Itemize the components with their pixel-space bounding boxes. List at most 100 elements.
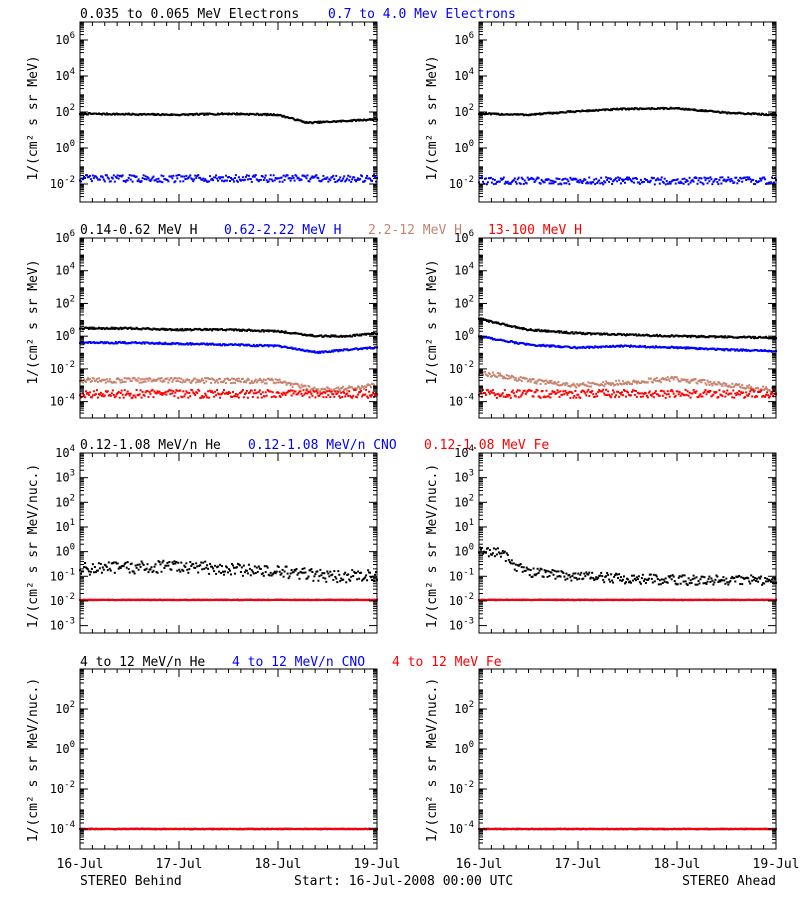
data-point (119, 381, 122, 384)
data-point (178, 174, 181, 176)
data-point (605, 176, 608, 179)
data-point (521, 328, 524, 331)
data-point (119, 392, 122, 394)
data-point (563, 393, 566, 396)
data-point (333, 178, 336, 181)
data-point (106, 569, 109, 572)
data-point (661, 377, 664, 379)
data-point (745, 348, 748, 351)
y-tick-label: 10-4 (449, 393, 474, 409)
data-point (224, 179, 226, 182)
data-point (325, 580, 328, 583)
data-point (201, 568, 204, 571)
data-point (272, 113, 275, 116)
data-point (195, 176, 198, 179)
data-point (231, 377, 233, 380)
data-point (259, 178, 262, 181)
data-point (199, 564, 202, 567)
data-point (185, 562, 188, 565)
data-point (728, 384, 731, 387)
data-point (726, 112, 729, 115)
data-point (257, 565, 260, 568)
data-point (633, 393, 636, 396)
data-point (688, 176, 691, 179)
data-point (322, 396, 325, 399)
data-point (770, 181, 772, 184)
data-point (764, 178, 767, 181)
data-point (492, 183, 495, 186)
data-point (126, 561, 129, 564)
data-point (676, 378, 679, 381)
data-point (565, 330, 568, 333)
data-point (543, 379, 546, 382)
data-point (144, 391, 147, 394)
data-point (302, 571, 305, 574)
data-point (215, 394, 218, 397)
data-point (143, 378, 146, 381)
data-point (587, 110, 590, 113)
data-point (548, 182, 551, 185)
data-point (513, 325, 516, 328)
data-point (638, 182, 641, 185)
data-point (143, 394, 146, 397)
data-point (264, 571, 267, 574)
data-point (216, 177, 219, 180)
data-point (198, 389, 201, 392)
data-point (555, 392, 558, 395)
data-point (762, 385, 765, 388)
data-point (590, 391, 593, 394)
ylabel-row2-left: 1/(cm² s sr MeV/nuc.) (26, 464, 41, 628)
data-point (753, 390, 756, 393)
data-point (725, 392, 728, 395)
data-point (708, 391, 711, 394)
data-point (207, 567, 210, 570)
data-point (254, 174, 257, 177)
data-point (683, 177, 686, 180)
data-point (660, 176, 663, 179)
data-point (179, 180, 182, 183)
data-point (250, 569, 253, 572)
data-point (95, 378, 98, 381)
data-point (598, 389, 601, 391)
data-point (222, 570, 224, 573)
data-point (346, 177, 349, 180)
data-point (277, 392, 280, 394)
data-point (668, 395, 671, 398)
data-point (543, 181, 546, 184)
data-point (161, 561, 164, 564)
data-point (333, 395, 336, 398)
data-point (176, 377, 179, 380)
data-point (227, 571, 229, 574)
data-point (348, 179, 351, 182)
data-point (203, 179, 206, 182)
data-point (310, 176, 313, 179)
data-point (124, 393, 127, 396)
data-point (184, 393, 187, 396)
data-point (589, 382, 592, 385)
data-point (602, 388, 605, 391)
data-point (147, 379, 150, 382)
data-point (146, 563, 149, 566)
data-point (695, 390, 698, 393)
data-point (677, 393, 680, 396)
data-point (278, 378, 281, 381)
data-point (105, 565, 108, 568)
data-point (156, 180, 159, 183)
legend-row1-s2: 2.2-12 MeV H (368, 223, 462, 238)
data-point (699, 181, 702, 184)
data-point (229, 392, 231, 395)
data-point (218, 393, 221, 396)
data-point (673, 179, 676, 182)
data-point (488, 373, 491, 376)
data-point (176, 389, 179, 392)
data-point (327, 180, 330, 183)
data-point (87, 393, 90, 396)
data-point (496, 372, 499, 375)
data-point (502, 375, 505, 378)
data-point (354, 334, 357, 337)
data-point (617, 383, 620, 386)
data-point (634, 390, 637, 392)
data-point (751, 395, 754, 398)
data-point (317, 579, 320, 582)
